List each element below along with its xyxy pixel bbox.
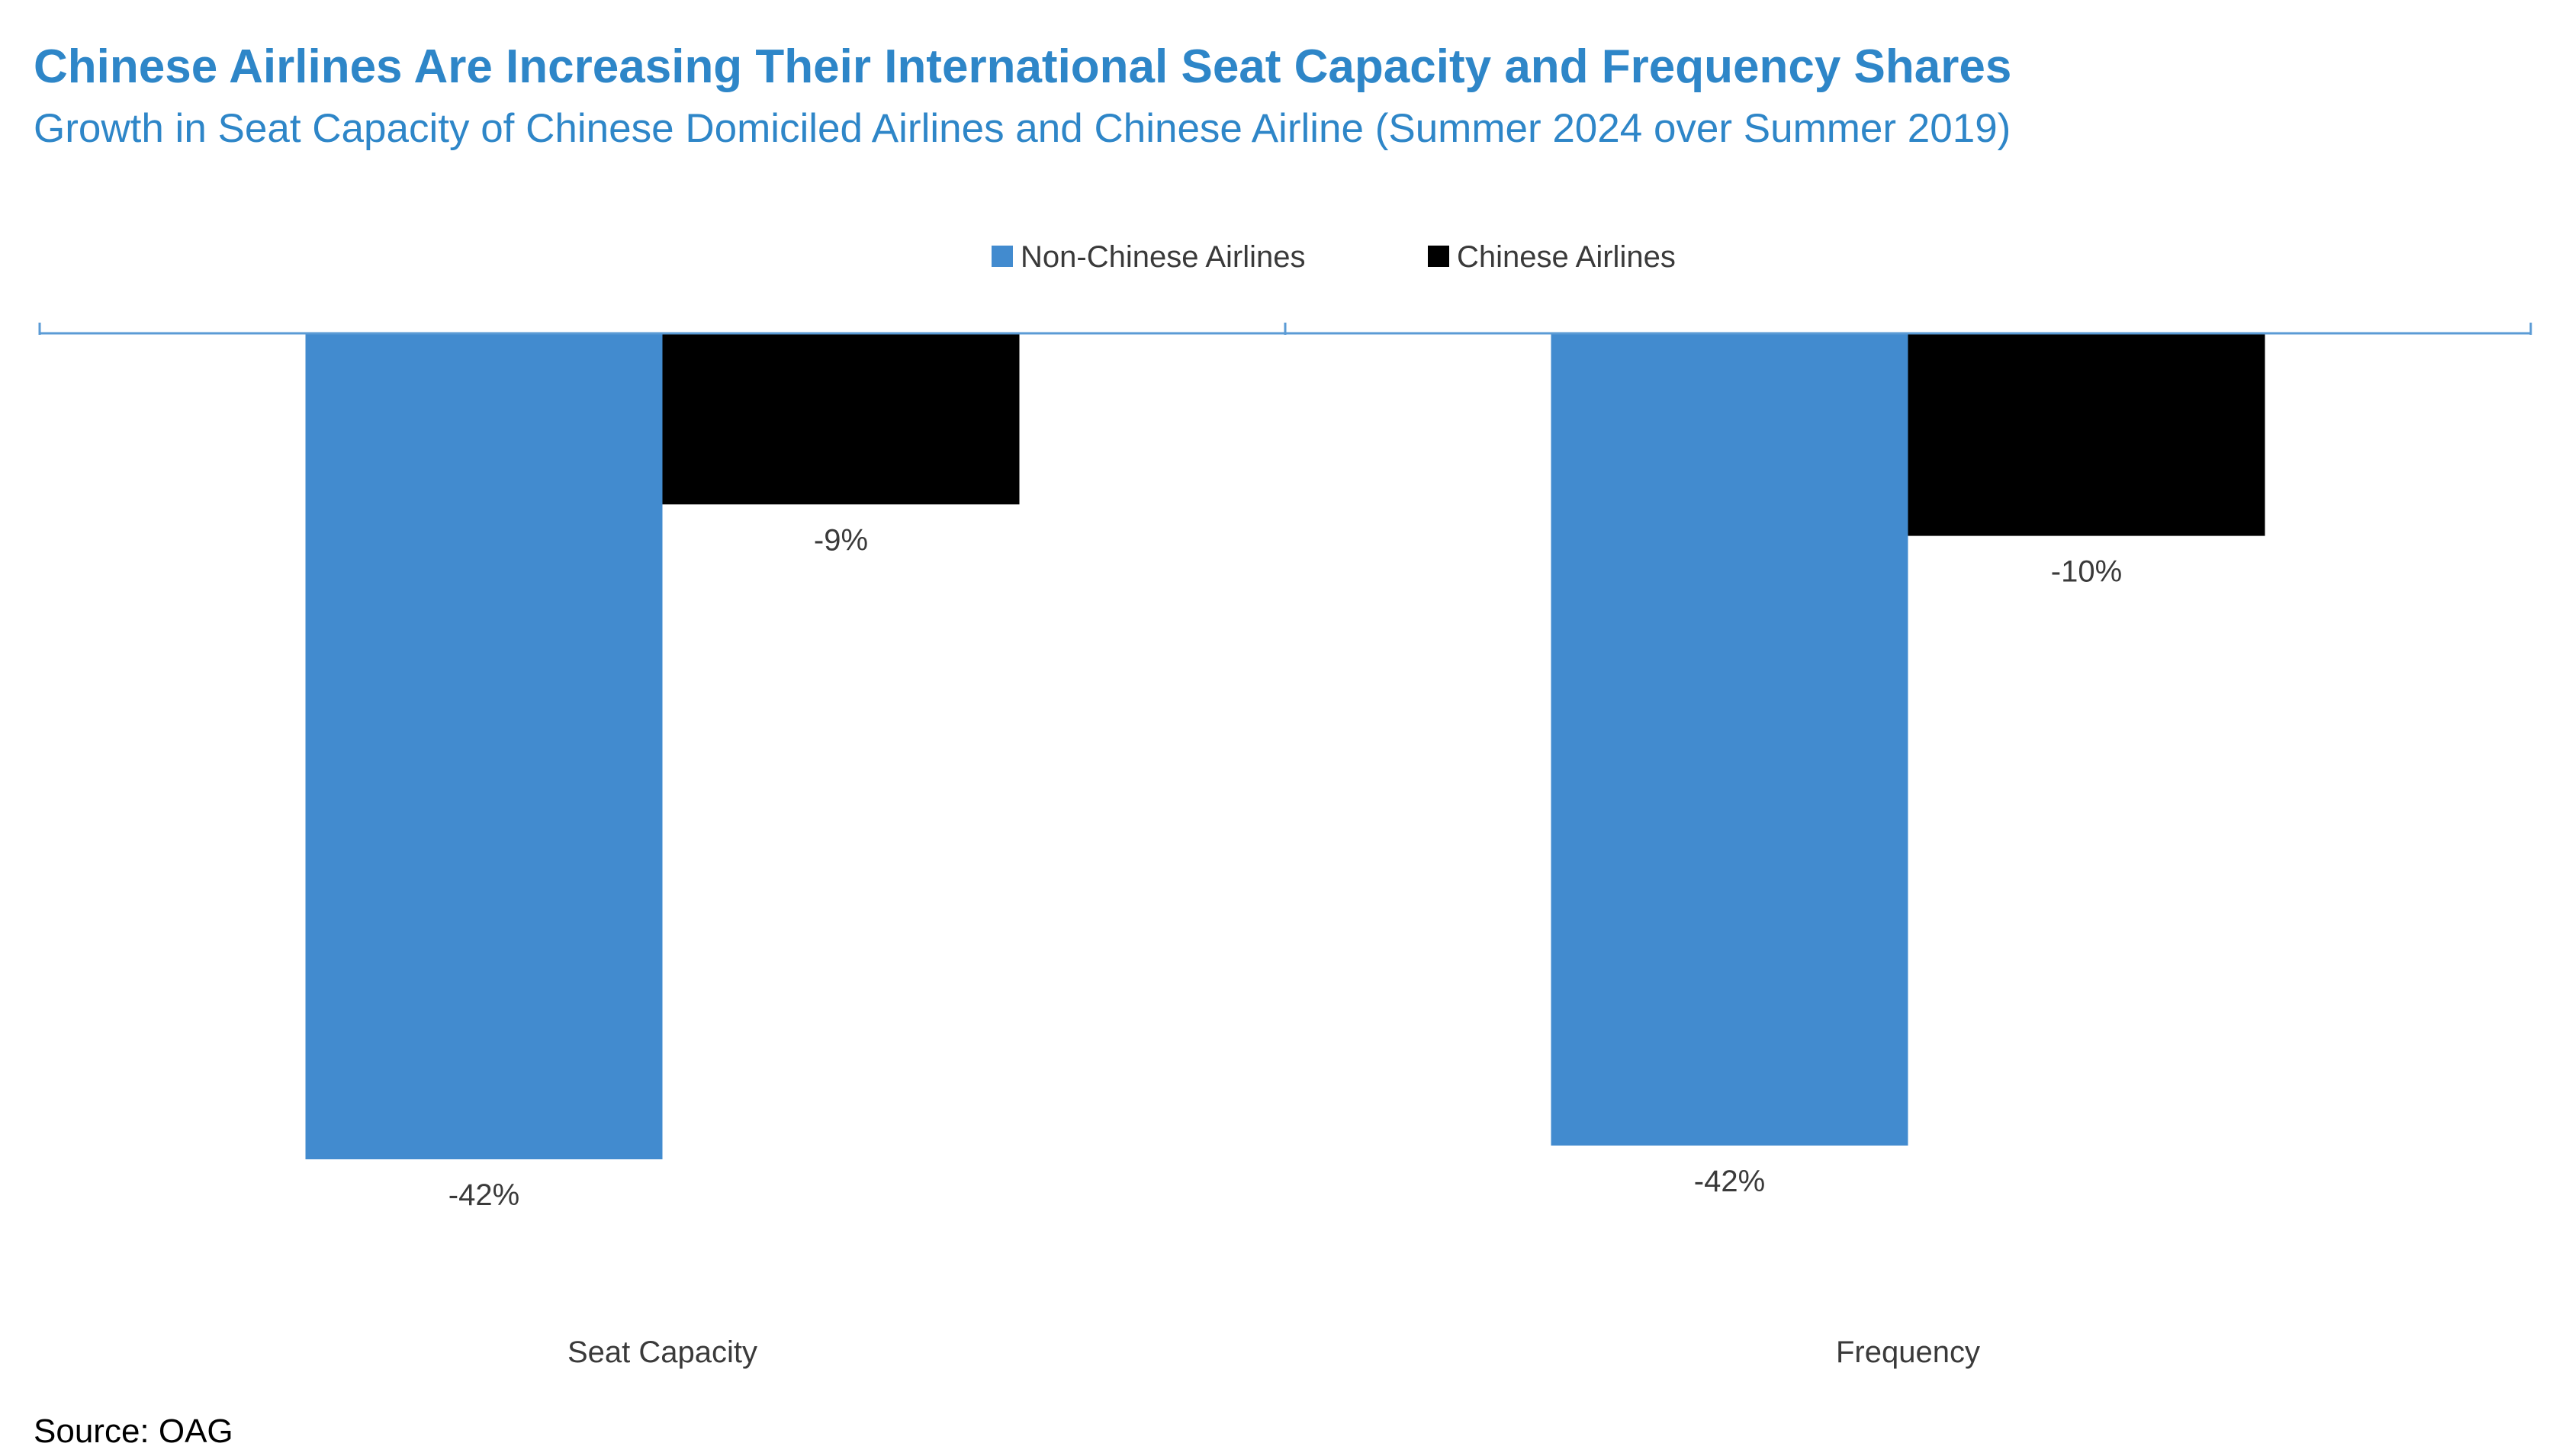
x-axis <box>38 323 2532 335</box>
bar-1-0 <box>1551 333 1908 1146</box>
legend: Non-Chinese Airlines Chinese Airlines <box>992 240 1676 274</box>
chart-subtitle: Growth in Seat Capacity of Chinese Domic… <box>34 106 2011 151</box>
data-labels-group: -42% -9% -42% -10% <box>448 523 2122 1212</box>
bar-0-1 <box>662 333 1020 505</box>
data-label-1-1: -10% <box>2051 555 2122 589</box>
bar-0-0 <box>305 333 663 1159</box>
data-label-1-0: -42% <box>1694 1165 1765 1198</box>
bars-group <box>305 333 2265 1159</box>
category-label-0: Seat Capacity <box>567 1335 757 1369</box>
legend-swatch-1 <box>1428 246 1449 267</box>
data-label-0-1: -9% <box>814 523 868 557</box>
data-label-0-0: -42% <box>448 1178 519 1212</box>
legend-label-1: Chinese Airlines <box>1457 240 1676 274</box>
chart-title: Chinese Airlines Are Increasing Their In… <box>34 40 2012 93</box>
legend-swatch-0 <box>992 246 1013 267</box>
legend-label-0: Non-Chinese Airlines <box>1021 240 1306 274</box>
source-note: Source: OAG <box>34 1413 233 1450</box>
category-label-1: Frequency <box>1836 1335 1980 1369</box>
category-labels-group: Seat Capacity Frequency <box>567 1335 1980 1369</box>
bar-1-1 <box>1908 333 2265 536</box>
